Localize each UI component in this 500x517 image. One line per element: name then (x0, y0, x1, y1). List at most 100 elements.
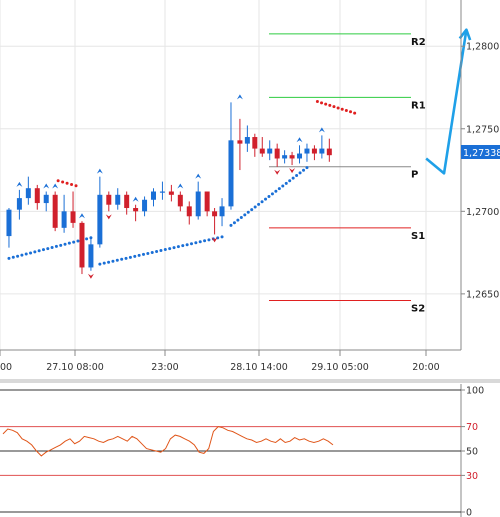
psar-dot (24, 252, 28, 256)
psar-dot (181, 244, 185, 248)
main-y-ticks: 1,2800 1,2750 1,2700 1,2650 (461, 42, 499, 300)
fractal-up-mark (132, 196, 139, 202)
psar-dot (20, 253, 24, 257)
psar-dot (146, 251, 150, 255)
psar-dot (72, 240, 76, 244)
psar-dot (189, 242, 193, 246)
psar-dot (46, 247, 50, 251)
psar-dot (267, 194, 271, 198)
x-tick-label: 00 (0, 362, 12, 373)
psar-dot (239, 215, 243, 219)
pivot-levels: R2 R1 P S1 S2 (269, 33, 426, 314)
pane-separator[interactable] (0, 379, 500, 383)
x-ticks: 00 27.10 08:00 23:00 28.10 14:00 29.10 05:00… (0, 350, 440, 373)
psar-dot (133, 254, 137, 258)
psar-dot (340, 107, 344, 111)
x-tick-label: 23:00 (151, 362, 178, 373)
candle-body (151, 191, 156, 200)
candle-body (289, 155, 295, 159)
candle-body (311, 148, 317, 154)
psar-dot (124, 256, 128, 260)
current-price-tag: 1,27338 (461, 145, 500, 159)
psar-dot (198, 240, 202, 244)
psar-dot (98, 262, 102, 266)
candle-body (52, 194, 58, 228)
psar-dot (324, 102, 328, 106)
fractal-marks (16, 94, 325, 279)
psar-dot (76, 239, 80, 243)
oscillator-line (2, 426, 334, 457)
candle-body (204, 191, 210, 212)
psar-dot (229, 223, 233, 227)
fractal-down-mark (211, 237, 218, 243)
psar-dot (291, 176, 295, 180)
psar-dot (281, 184, 285, 188)
psar-dot (232, 221, 236, 225)
forecast-arrowhead (458, 28, 472, 41)
candle-body (97, 194, 103, 245)
candle-body (61, 211, 67, 228)
psar-dot (176, 245, 180, 249)
psar-dot (185, 243, 189, 247)
psar-dot (207, 238, 211, 242)
x-tick-label: 20:00 (412, 362, 439, 373)
oscillator-y-tick-label: 70 (466, 422, 478, 433)
psar-dot (336, 106, 340, 110)
psar-dot (288, 179, 292, 183)
psar-dot (107, 260, 111, 264)
main-y-tick-label: 1,2750 (466, 124, 499, 135)
candle-body (186, 206, 192, 217)
current-price-box (461, 145, 500, 159)
psar-dot (298, 171, 302, 175)
psar-dot (111, 259, 115, 263)
oscillator-y-ticks: 100 70 50 30 0 (461, 386, 484, 517)
psar-dot (150, 250, 154, 254)
psar-dots (7, 100, 357, 266)
candle-body (282, 155, 288, 159)
candle-body (88, 244, 94, 268)
candle-body (159, 191, 165, 193)
psar-dot (155, 250, 159, 254)
oscillator-y-tick-label: 30 (466, 471, 478, 482)
candle-body (168, 191, 174, 195)
psar-dot (163, 248, 167, 252)
fractal-up-mark (52, 183, 59, 189)
psar-dot (353, 111, 357, 115)
pivot-label-p: P (411, 170, 418, 181)
psar-dot (159, 249, 163, 253)
candle-body (244, 137, 250, 144)
x-tick-label: 27.10 08:00 (46, 362, 104, 373)
psar-dot (141, 252, 145, 256)
candle-body (115, 194, 121, 205)
psar-dot (37, 249, 41, 253)
oscillator-y-tick-label: 0 (466, 508, 472, 517)
psar-dot (137, 253, 141, 257)
x-tick-label: 29.10 05:00 (311, 362, 369, 373)
candle-body (326, 148, 332, 156)
candle-body (34, 188, 40, 204)
pivot-label-r1: R1 (411, 100, 426, 111)
fractal-up-mark (236, 94, 243, 100)
candle-body (252, 137, 258, 149)
psar-dot (50, 246, 54, 250)
psar-dot (349, 110, 353, 114)
psar-dot (74, 184, 78, 188)
forecast-arrow (425, 28, 472, 175)
candle-body (79, 222, 85, 268)
psar-dot (253, 205, 257, 209)
psar-dot (33, 250, 37, 254)
candles (6, 102, 332, 275)
psar-dot (172, 246, 176, 250)
candle-body (237, 140, 243, 144)
candle-body (297, 153, 303, 159)
psar-dot (203, 239, 207, 243)
candle-body (319, 148, 325, 154)
candle-body (212, 211, 218, 217)
oscillator-levels (0, 426, 461, 476)
candle-body (259, 148, 265, 154)
candle-body (195, 191, 201, 217)
candle-body (124, 194, 130, 209)
psar-dot (236, 218, 240, 222)
psar-dot (61, 180, 65, 184)
